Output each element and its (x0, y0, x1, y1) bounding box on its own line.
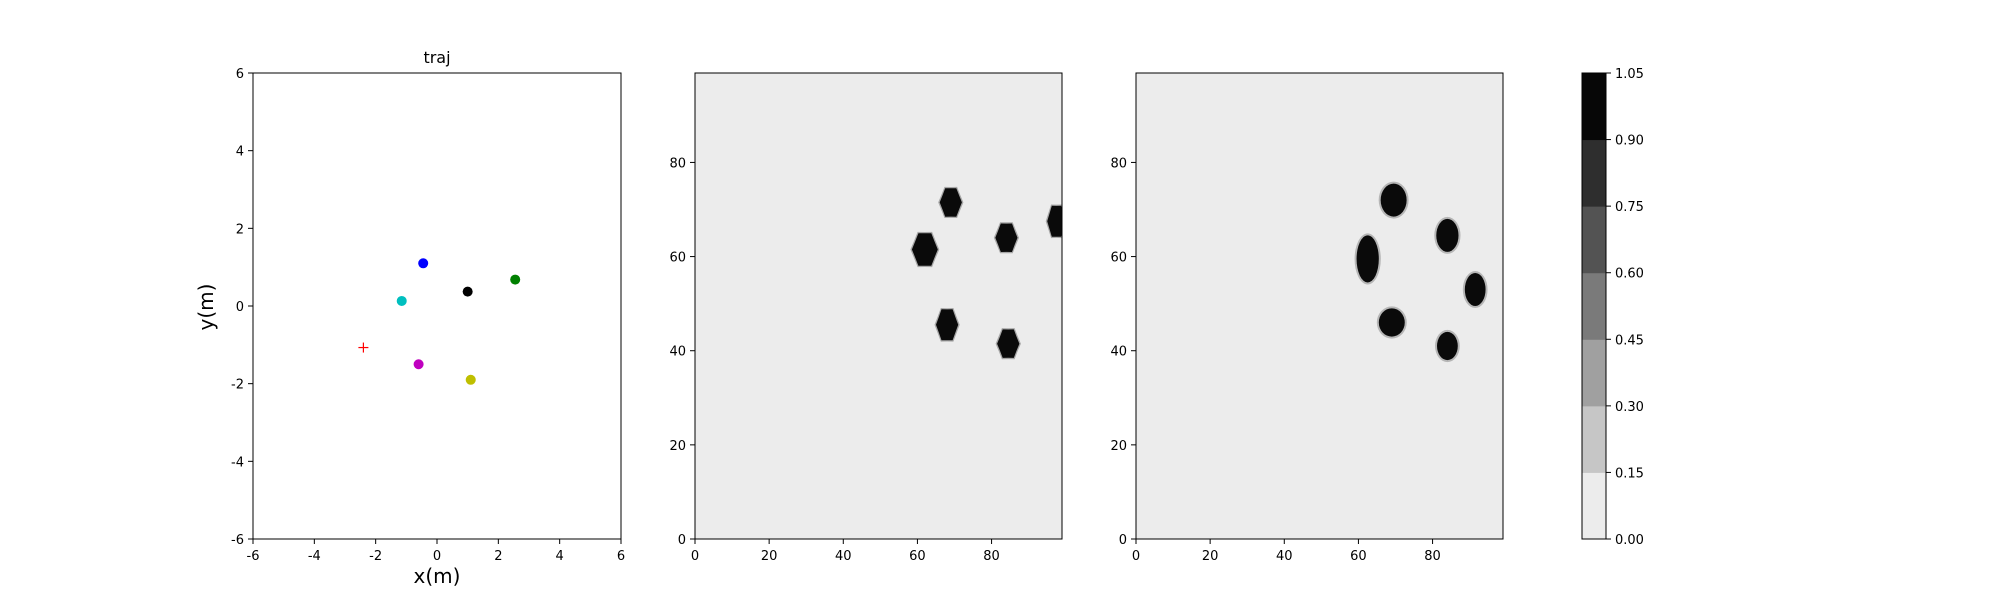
x-tick-label: 20 (761, 549, 778, 564)
y-tick-label: 80 (1110, 156, 1127, 171)
x-axis-label: x(m) (414, 564, 461, 588)
x-tick-label: 6 (617, 549, 625, 564)
heatmap-panel-2: 0 20 40 60 80 0 20 40 60 80 (1110, 72, 1504, 564)
colorbar-segment (1582, 339, 1606, 407)
y-tick-label: 0 (236, 300, 244, 315)
y-tick-label: 60 (669, 251, 686, 266)
start-marker-plus (358, 342, 369, 353)
agent-point (396, 295, 407, 306)
colorbar-segment (1582, 73, 1606, 141)
y-tick-label: 0 (678, 533, 686, 548)
colorbar-tick-label: 0.45 (1615, 333, 1644, 348)
heatmap-2-blobs (1354, 181, 1488, 363)
x-tick-label: 60 (909, 549, 926, 564)
heatmap-1-blobs (910, 186, 1062, 360)
y-tick-label: 20 (669, 439, 686, 454)
x-tick-label: -4 (308, 549, 321, 564)
obstacle-blob (997, 329, 1020, 358)
x-tick-label: 80 (1424, 549, 1441, 564)
obstacle-blob (1380, 183, 1407, 217)
obstacle-blob (1464, 273, 1486, 306)
colorbar-tick-label: 1.05 (1615, 67, 1644, 82)
heatmap-1-frame (694, 72, 1063, 540)
y-tick-label: -4 (231, 455, 244, 470)
obstacle-blob (911, 233, 938, 266)
heatmap-2-background (1136, 73, 1503, 539)
traj-panel: traj x(m) y(m) -6 -4 -2 0 2 4 6 -6 -4 -2 0 2 4 6 (194, 48, 625, 588)
y-axis-label: y(m) (194, 284, 218, 331)
obstacle-blob (939, 188, 962, 217)
y-tick-label: 2 (236, 222, 244, 237)
heatmap-1-background (695, 73, 1062, 539)
colorbar-segment (1582, 405, 1606, 473)
y-tick-label: 40 (1110, 345, 1127, 360)
y-tick-label: -6 (231, 533, 244, 548)
colorbar: 0.00 0.15 0.30 0.45 0.60 0.75 0.90 1.05 (1581, 67, 1644, 548)
agent-point (465, 374, 476, 385)
colorbar-segment (1582, 472, 1606, 540)
x-tick-label: 40 (835, 549, 852, 564)
x-tick-label: 20 (1202, 549, 1219, 564)
colorbar-tick-label: 0.15 (1615, 466, 1644, 481)
agent-point (510, 274, 521, 285)
heatmap-1-ticks: 0 20 40 60 80 0 20 40 60 80 (669, 156, 999, 564)
y-tick-label: 6 (236, 67, 244, 82)
agent-point (462, 286, 473, 297)
x-tick-label: 80 (983, 549, 1000, 564)
y-tick-label: 40 (669, 345, 686, 360)
obstacle-blob (995, 223, 1018, 252)
traj-title: traj (423, 48, 450, 67)
colorbar-segment (1582, 206, 1606, 274)
x-tick-label: 4 (556, 549, 564, 564)
heatmap-2-frame (1135, 72, 1504, 540)
x-tick-label: -6 (247, 549, 260, 564)
x-tick-label: 0 (433, 549, 441, 564)
agent-point (418, 258, 429, 269)
y-tick-label: 80 (669, 156, 686, 171)
colorbar-tick-label: 0.30 (1615, 400, 1644, 415)
x-tick-label: 0 (1132, 549, 1140, 564)
y-tick-label: 4 (236, 145, 244, 160)
obstacle-blob (1047, 205, 1062, 237)
traj-ticks: -6 -4 -2 0 2 4 6 -6 -4 -2 0 2 4 6 (231, 67, 625, 564)
y-tick-label: -2 (231, 378, 244, 393)
colorbar-tick-label: 0.60 (1615, 267, 1644, 282)
colorbar-tick-label: 0.75 (1615, 200, 1644, 215)
heatmap-2-ticks: 0 20 40 60 80 0 20 40 60 80 (1110, 156, 1440, 564)
heatmap-panel-1: 0 20 40 60 80 0 20 40 60 80 (669, 72, 1063, 564)
x-tick-label: 60 (1350, 549, 1367, 564)
obstacle-blob (1437, 331, 1458, 361)
obstacle-blob (1356, 235, 1379, 283)
colorbar-segment (1582, 139, 1606, 207)
obstacle-blob (1378, 308, 1405, 337)
colorbar-segment (1582, 272, 1606, 340)
y-tick-label: 60 (1110, 251, 1127, 266)
x-tick-label: -2 (369, 549, 382, 564)
agent-point (413, 359, 424, 370)
x-tick-label: 0 (691, 549, 699, 564)
y-tick-label: 0 (1119, 533, 1127, 548)
colorbar-tick-label: 0.00 (1615, 533, 1644, 548)
obstacle-blob (1436, 218, 1459, 252)
traj-points (358, 258, 521, 385)
traj-plot-frame (252, 72, 622, 540)
colorbar-frame (1581, 72, 1607, 540)
y-tick-label: 20 (1110, 439, 1127, 454)
x-tick-label: 40 (1276, 549, 1293, 564)
x-tick-label: 2 (494, 549, 502, 564)
colorbar-tick-label: 0.90 (1615, 134, 1644, 149)
obstacle-blob (936, 309, 959, 341)
